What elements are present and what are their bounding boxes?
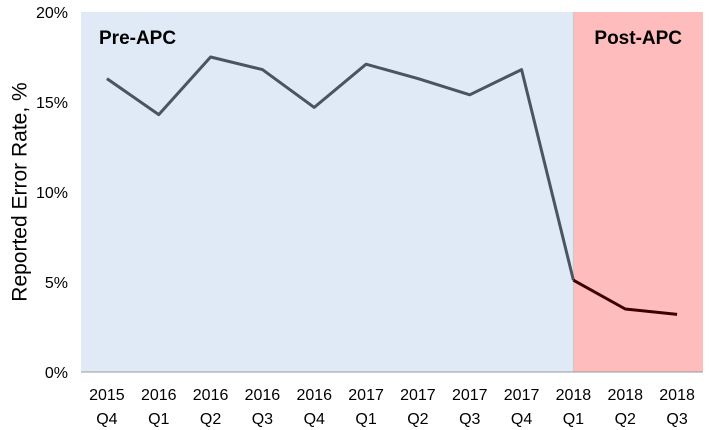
- region-pre-apc: [81, 12, 574, 372]
- x-tick-label-year: 2017: [400, 387, 436, 404]
- x-tick-label-year: 2015: [89, 387, 125, 404]
- x-tick-label-quarter: Q2: [200, 411, 221, 428]
- x-tick-label-year: 2017: [348, 387, 384, 404]
- x-tick-label-quarter: Q1: [355, 411, 376, 428]
- x-tick-label-year: 2018: [607, 387, 643, 404]
- x-tick-label-year: 2016: [141, 387, 177, 404]
- region-labels: Pre-APC Post-APC: [99, 28, 682, 49]
- x-tick-label-year: 2016: [296, 387, 332, 404]
- x-tick-label-year: 2016: [193, 387, 229, 404]
- region-post-apc: [573, 12, 703, 372]
- series-line-post-apc: [572, 278, 678, 316]
- y-tick-label: 10%: [36, 185, 68, 202]
- y-tick-label: 20%: [36, 5, 68, 22]
- x-tick-label-quarter: Q3: [666, 411, 687, 428]
- x-axis-ticks: 2015 Q4 2016 Q1 2016 Q2 2016 Q3 2016 Q4 2017 Q1 2017…: [89, 387, 695, 428]
- x-tick-label-quarter: Q1: [148, 411, 169, 428]
- region-label: Post-APC: [594, 28, 682, 49]
- y-tick-label: 5%: [45, 275, 68, 292]
- region-backgrounds: [81, 12, 703, 372]
- x-tick-label-quarter: Q3: [252, 411, 273, 428]
- x-tick-label-quarter: Q4: [511, 411, 532, 428]
- series-lines: [106, 55, 678, 316]
- y-tick-label: 0%: [45, 365, 68, 382]
- y-axis-title: Reported Error Rate, %: [9, 82, 32, 301]
- region-label: Pre-APC: [99, 28, 176, 49]
- x-tick-label-quarter: Q4: [304, 411, 325, 428]
- x-tick-label-quarter: Q4: [96, 411, 117, 428]
- series-line-pre-apc: [106, 55, 575, 281]
- x-tick-label-quarter: Q1: [563, 411, 584, 428]
- x-tick-label-quarter: Q2: [407, 411, 428, 428]
- x-tick-label-year: 2016: [245, 387, 281, 404]
- x-tick-label-quarter: Q2: [615, 411, 636, 428]
- x-tick-label-quarter: Q3: [459, 411, 480, 428]
- x-tick-label-year: 2018: [556, 387, 592, 404]
- x-tick-label-year: 2018: [659, 387, 695, 404]
- x-tick-label-year: 2017: [504, 387, 540, 404]
- y-axis-ticks: 0% 5% 10% 15% 20%: [36, 5, 68, 382]
- x-tick-label-year: 2017: [452, 387, 488, 404]
- y-tick-label: 15%: [36, 95, 68, 112]
